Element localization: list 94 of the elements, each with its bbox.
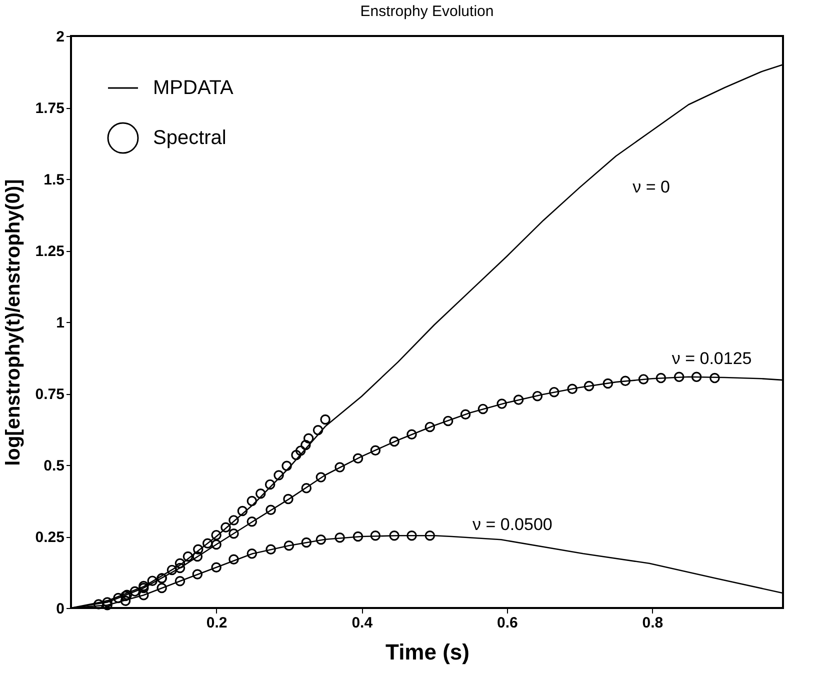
point <box>282 460 292 471</box>
point <box>638 374 649 384</box>
point <box>120 596 131 606</box>
point <box>478 404 488 414</box>
point <box>147 576 158 586</box>
y-tick-label: 1.5 <box>44 172 64 188</box>
point <box>710 372 720 384</box>
point <box>174 576 186 586</box>
point <box>113 592 124 604</box>
point <box>291 450 302 460</box>
point <box>406 530 417 541</box>
point <box>266 544 276 554</box>
point <box>166 564 178 576</box>
point <box>156 582 167 594</box>
point <box>193 544 204 554</box>
point <box>192 569 203 580</box>
point <box>211 530 222 540</box>
x-tick-label: 0.6 <box>496 614 518 632</box>
point <box>211 539 222 550</box>
point <box>182 551 194 562</box>
point <box>424 530 436 541</box>
point <box>300 440 311 450</box>
point <box>532 390 543 402</box>
point <box>192 551 203 562</box>
y-tick-label: 0.5 <box>44 458 64 474</box>
point <box>174 558 186 569</box>
y-tick-label: 0 <box>56 600 64 618</box>
point <box>295 446 306 456</box>
x-tick-label: 0.8 <box>642 614 664 632</box>
legend-label: Spectral <box>153 127 226 149</box>
point <box>102 597 112 608</box>
point <box>284 540 294 551</box>
point <box>334 462 345 472</box>
point <box>352 531 364 542</box>
point <box>370 530 381 541</box>
point <box>312 424 324 436</box>
point <box>424 422 436 432</box>
y-tick-label: 1 <box>56 314 64 332</box>
y-tick-label: 1.25 <box>35 243 64 260</box>
point <box>602 378 614 389</box>
point <box>656 372 666 384</box>
y-tick-label: 1.75 <box>35 100 64 117</box>
point <box>220 522 231 532</box>
point <box>283 494 294 504</box>
point <box>202 538 213 548</box>
x-axis-title: Time (s) <box>386 640 470 664</box>
point <box>316 534 326 545</box>
point <box>246 516 258 527</box>
point <box>674 372 684 382</box>
point <box>303 433 314 444</box>
point <box>301 483 312 494</box>
point <box>316 472 326 482</box>
point <box>228 515 239 526</box>
point <box>496 398 507 409</box>
point <box>174 562 186 574</box>
point <box>301 537 312 548</box>
legend-label: MPDATA <box>153 77 234 99</box>
point <box>352 453 364 464</box>
point <box>266 504 276 516</box>
point <box>237 506 248 516</box>
x-tick-label: 0.4 <box>352 614 374 632</box>
y-tick-label: 2 <box>56 28 64 46</box>
point <box>228 528 239 539</box>
point <box>130 586 140 597</box>
point <box>320 414 330 425</box>
point <box>389 436 400 447</box>
point <box>228 554 239 564</box>
point <box>334 532 345 543</box>
point <box>584 380 594 392</box>
point <box>264 479 276 490</box>
point <box>246 548 258 559</box>
point <box>567 384 578 394</box>
point <box>389 530 400 541</box>
point <box>370 445 381 456</box>
point <box>460 409 471 420</box>
y-tick-label: 0.25 <box>35 529 64 546</box>
y-axis-title: log[enstrophy(t)/enstrophy(0)] <box>2 179 24 466</box>
y-tick-label: 0.75 <box>35 386 64 403</box>
point <box>549 386 560 398</box>
annotation: ν = 0.0125 <box>672 349 752 368</box>
point <box>255 488 266 499</box>
point <box>274 470 284 480</box>
point <box>442 416 454 426</box>
point <box>246 496 258 506</box>
annotation: ν = 0.0500 <box>472 515 552 534</box>
annotation: ν = 0 <box>632 178 670 197</box>
point <box>138 590 149 600</box>
point <box>620 376 630 386</box>
point <box>406 429 417 440</box>
point <box>691 372 702 382</box>
point <box>211 562 222 573</box>
point <box>513 394 524 405</box>
chart-title: Enstrophy Evolution <box>360 3 494 20</box>
x-tick-label: 0.2 <box>206 614 228 632</box>
